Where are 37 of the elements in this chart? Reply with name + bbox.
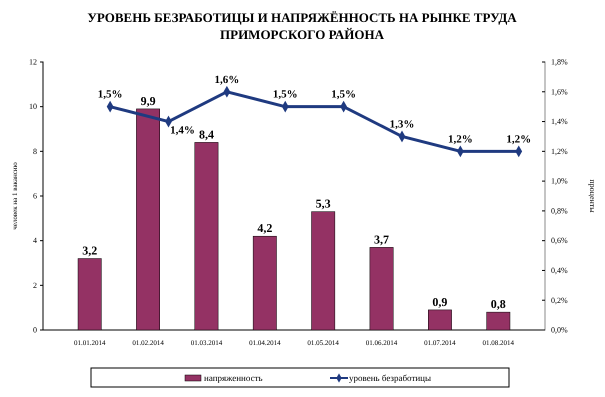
y2-tick-label: 1,0% — [551, 176, 568, 186]
data-label: 3,2 — [82, 244, 98, 258]
chart-title: УРОВЕНЬ БЕЗРАБОТИЦЫ И НАПРЯЖЁННОСТЬ НА РЫНКЕ ТРУДА ПРИМОРСКОГО РАЙОНА — [87, 10, 518, 42]
y-tick-label: 0 — [33, 326, 37, 335]
legend-label: уровень безработицы — [349, 373, 432, 383]
data-label: 8,4 — [198, 127, 214, 142]
y-tick-label: 10 — [29, 102, 37, 112]
y2-tick-label: 0,6% — [551, 236, 568, 246]
y2-tick-label: 1,6% — [551, 87, 568, 96]
y2-tick-label: 0,2% — [551, 296, 568, 305]
data-label: 1,3% — [390, 118, 414, 130]
y2-tick-label: 1,8% — [551, 58, 568, 67]
data-label: 4,2 — [257, 221, 272, 236]
y2-tick-label: 0,0% — [551, 326, 568, 335]
data-label: 0,8 — [490, 297, 506, 312]
y-tick-label: 12 — [29, 58, 37, 67]
y-tick-label: 6 — [33, 192, 37, 201]
data-label: 1,5% — [331, 88, 356, 101]
y2-axis-title: проценты — [588, 179, 597, 214]
data-label: 1,5% — [98, 88, 123, 101]
data-label: 1,6% — [214, 74, 240, 86]
data-label: 9,9 — [140, 94, 156, 108]
y2-tick-label: 0,4% — [551, 266, 568, 276]
data-label: 5,3 — [316, 196, 331, 211]
legend-label: напряженность — [204, 373, 263, 383]
data-label: 3,7 — [374, 232, 390, 246]
y2-tick-label: 0,8% — [551, 206, 568, 216]
y2-tick-label: 1,2% — [551, 146, 568, 156]
y-tick-label: 8 — [33, 146, 37, 156]
y-tick-label: 4 — [33, 236, 37, 246]
data-label: 1,2% — [448, 133, 473, 146]
y2-tick-label: 1,4% — [551, 117, 568, 126]
y-tick-label: 2 — [33, 280, 37, 290]
data-label: 1,5% — [272, 88, 298, 101]
data-label: 1,4% — [170, 124, 195, 137]
data-label: 1,2% — [506, 133, 532, 146]
data-label: 0,9 — [432, 294, 448, 309]
